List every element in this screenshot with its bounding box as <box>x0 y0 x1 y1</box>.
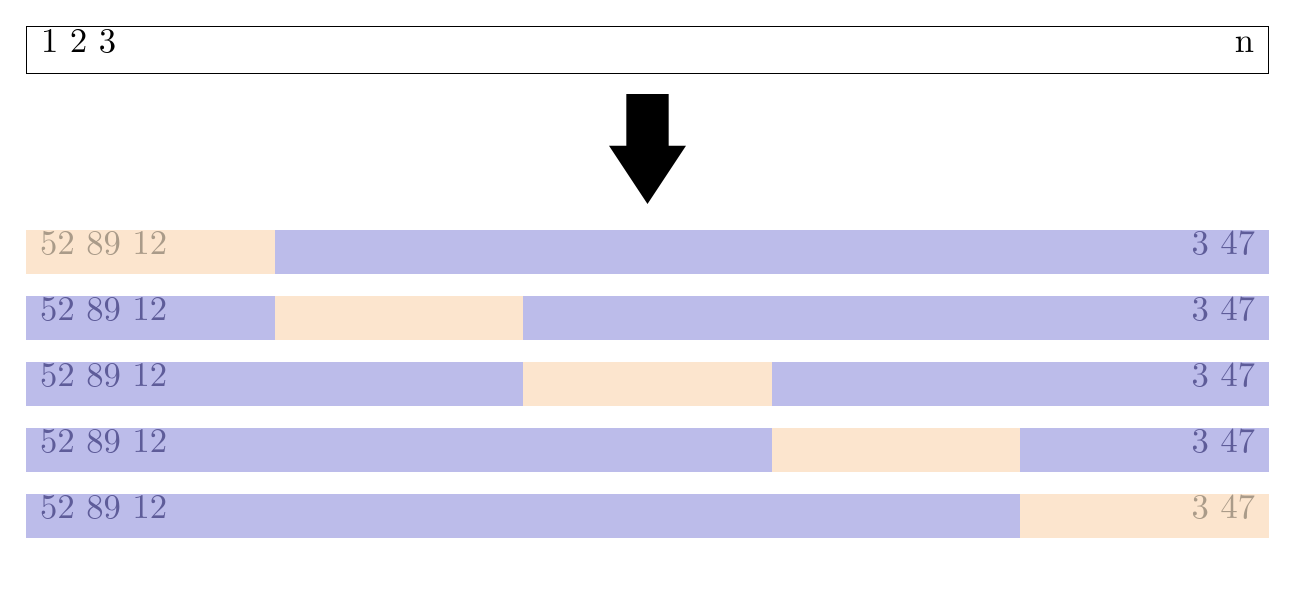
row-segment-blue <box>26 494 1020 538</box>
input-array-right-label: n <box>1235 14 1254 63</box>
row-right-values: 3 47 <box>1191 216 1255 265</box>
down-arrow-icon <box>609 94 686 204</box>
row-segment-peach <box>275 296 524 340</box>
row-right-values: 3 47 <box>1191 480 1255 529</box>
row-right-values: 3 47 <box>1191 414 1255 463</box>
row-left-values: 52 89 12 <box>40 216 167 265</box>
window-row: 52 89 123 47 <box>26 428 1269 472</box>
row-segment-blue <box>275 230 1269 274</box>
window-row: 52 89 123 47 <box>26 494 1269 538</box>
row-left-values: 52 89 12 <box>40 414 167 463</box>
input-array-box: 1 2 3 n <box>26 26 1269 74</box>
row-right-values: 3 47 <box>1191 348 1255 397</box>
window-row: 52 89 123 47 <box>26 230 1269 274</box>
row-left-values: 52 89 12 <box>40 348 167 397</box>
window-row: 52 89 123 47 <box>26 296 1269 340</box>
row-right-values: 3 47 <box>1191 282 1255 331</box>
row-segment-blue <box>523 296 1269 340</box>
diagram-stage: 1 2 3 n 52 89 123 4752 89 123 4752 89 12… <box>0 0 1295 589</box>
window-row: 52 89 123 47 <box>26 362 1269 406</box>
row-left-values: 52 89 12 <box>40 282 167 331</box>
row-segment-peach <box>523 362 772 406</box>
row-left-values: 52 89 12 <box>40 480 167 529</box>
row-segment-peach <box>772 428 1021 472</box>
input-array-left-label: 1 2 3 <box>41 14 116 63</box>
